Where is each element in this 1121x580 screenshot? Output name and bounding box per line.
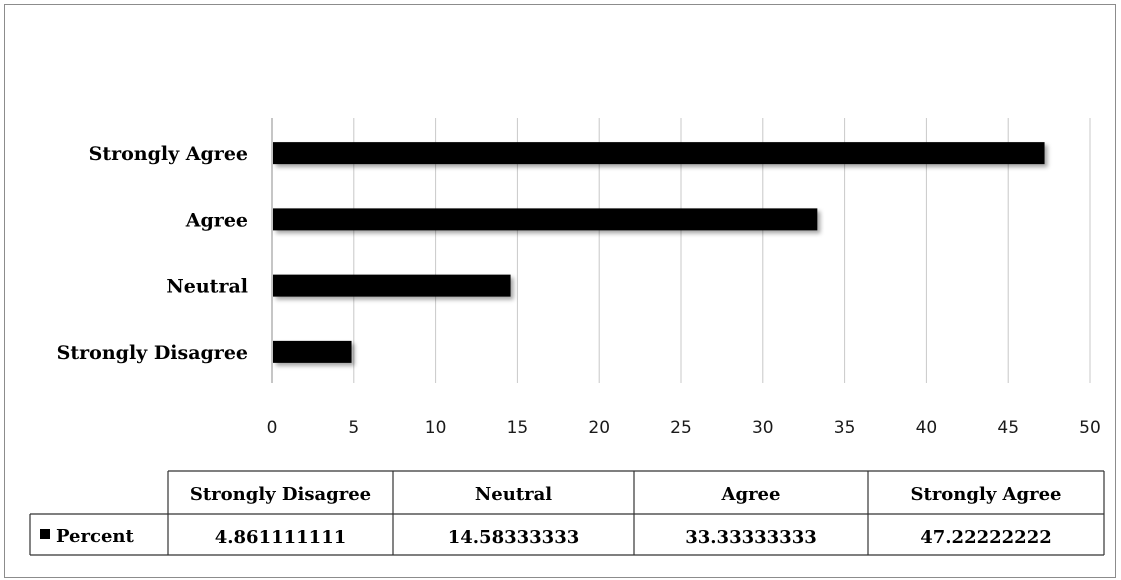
x-tick-label: 10 (425, 418, 447, 438)
bar (273, 142, 1045, 165)
category-label: Agree (185, 209, 248, 231)
bars (273, 142, 1045, 363)
x-tick-label: 5 (348, 418, 359, 438)
table-header-cell: Agree (721, 484, 781, 505)
table-value-cell: 33.33333333 (685, 527, 817, 548)
x-tick-label: 35 (834, 418, 856, 438)
x-tick-label: 40 (916, 418, 938, 438)
category-label: Strongly Disagree (57, 342, 248, 364)
bar (273, 208, 818, 231)
table-header-cell: Strongly Disagree (190, 484, 371, 505)
bar (273, 274, 511, 297)
table-value-cell: 47.22222222 (920, 527, 1052, 548)
category-label: Strongly Agree (89, 143, 248, 165)
x-tick-label: 0 (267, 418, 278, 438)
x-tick-label: 50 (1079, 418, 1101, 438)
table-value-cell: 14.58333333 (448, 527, 580, 548)
x-tick-label: 20 (588, 418, 610, 438)
table-row-label: Percent (56, 526, 134, 547)
table-header-cell: Neutral (475, 484, 552, 505)
bar (273, 340, 352, 363)
x-tick-label: 30 (752, 418, 774, 438)
x-tick-label: 15 (507, 418, 529, 438)
category-labels: Strongly Disagree Neutral Agree Strongly Ag… (57, 143, 248, 364)
category-label: Neutral (166, 276, 248, 298)
table-header-cell: Strongly Agree (911, 484, 1062, 505)
data-table: Strongly Disagree Neutral Agree Strongly Ag… (29, 470, 1105, 556)
x-tick-label: 25 (670, 418, 692, 438)
legend-swatch (40, 529, 50, 539)
chart-frame (4, 4, 1116, 578)
x-tick-label: 45 (997, 418, 1019, 438)
table-value-cell: 4.861111111 (215, 527, 347, 548)
x-tick-labels: 0 5 10 15 20 25 30 35 40 45 50 (267, 418, 1101, 438)
